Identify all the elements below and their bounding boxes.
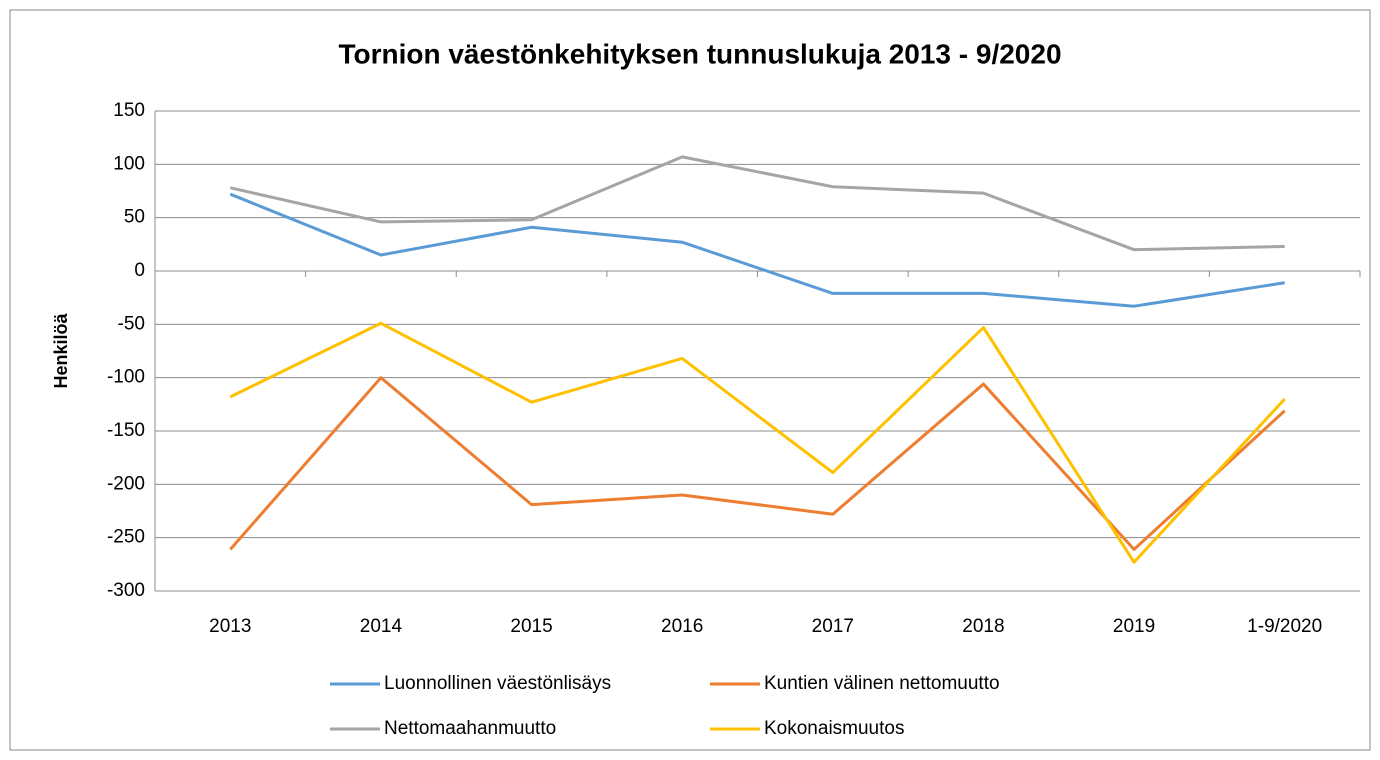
legend-label: Nettomaahanmuutto [384,718,556,739]
chart-border [9,9,1371,751]
y-tick-label: 100 [113,153,145,174]
x-tick-label: 2015 [510,616,552,637]
y-axis-title: Henkilöä [51,313,71,389]
y-tick-label: -150 [107,420,145,441]
series-line [229,321,1286,564]
y-tick-label: 0 [134,260,145,281]
y-tick-label: -50 [118,313,145,334]
x-tick-label: 2018 [962,616,1004,637]
y-tick-label: 150 [113,100,145,121]
y-tick-label: -300 [107,580,145,601]
y-tick-label: -250 [107,527,145,548]
x-tick-label: 2017 [812,616,854,637]
legend-label: Kuntien välinen nettomuutto [764,673,1000,694]
x-tick-label: 2014 [360,616,403,637]
x-tick-label: 2019 [1113,616,1155,637]
y-tick-label: -100 [107,367,145,388]
x-tick-label: 2016 [661,616,703,637]
x-tick-label: 2013 [209,616,251,637]
y-tick-label: 50 [124,207,145,228]
legend-label: Luonnollinen väestönlisäys [384,673,611,694]
y-tick-label: -200 [107,473,145,494]
x-tick-label: 1-9/2020 [1247,616,1322,637]
chart-title: Tornion väestönkehityksen tunnuslukuja 2… [338,38,1061,69]
series-line [229,155,1285,252]
legend-label: Kokonaismuutos [764,718,904,739]
series-line [229,192,1285,308]
